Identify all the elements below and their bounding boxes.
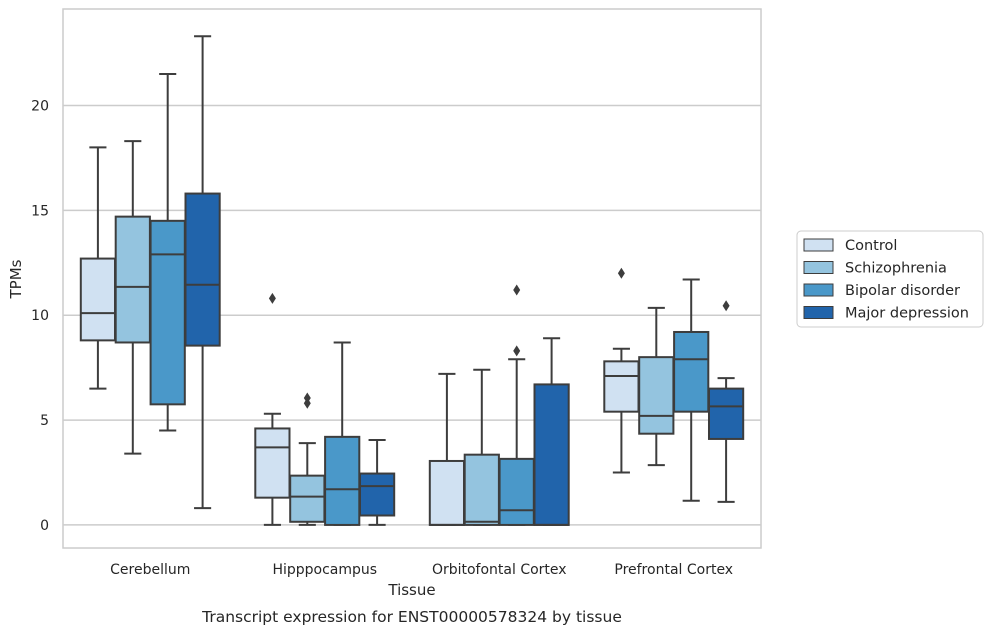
legend: Control Schizophrenia Bipolar disorder Majo… [796,230,984,328]
x-tick-label: Prefrontal Cortex [614,562,733,578]
box [324,341,361,526]
legend-label: Bipolar disorder [845,283,960,299]
box [254,292,291,526]
x-tick-labels: Cerebellum Hipppocampus Orbitofontal Corte… [110,562,733,578]
y-tick-label: 10 [31,308,49,324]
x-tick-label: Hipppocampus [272,562,377,578]
box-body [673,330,710,413]
box-body [79,257,117,342]
legend-swatch [803,261,834,274]
box [358,438,396,526]
legend-label: Schizophrenia [845,261,947,277]
box-body [114,215,151,344]
outlier-point [513,345,521,357]
box-body [324,435,361,526]
box [707,300,745,503]
x-axis-label: Tissue [387,581,435,599]
outlier-point [268,292,276,304]
chart-caption: Transcript expression for ENST0000057832… [201,608,622,626]
y-tick-label: 0 [40,518,49,534]
box-body [289,474,326,523]
legend-frame [796,230,984,328]
y-tick-label: 20 [31,98,49,114]
x-tick-label: Cerebellum [110,562,190,578]
y-tick-labels: 0 5 10 15 20 [31,98,49,533]
box [463,368,500,526]
legend-swatch [803,306,834,319]
box-body [498,457,535,526]
box-body [184,192,221,347]
box [428,372,466,526]
box [149,73,186,432]
box [673,278,710,502]
box [79,146,117,390]
outlier-point [722,300,730,312]
box-body [149,219,186,406]
box-body [254,427,291,499]
y-axis-label: TPMs [7,259,25,299]
box-body [638,356,675,435]
box-body [707,387,745,440]
legend-swatch [803,283,834,297]
y-tick-label: 5 [40,413,49,429]
legend-swatch [803,238,834,252]
plot-frame [62,8,762,549]
outlier-point [303,392,311,404]
box [533,337,570,526]
box [114,140,151,455]
legend-label: Major depression [845,306,969,322]
box [603,267,640,474]
legend-label: Control [845,238,897,254]
box-series [79,35,745,526]
box [638,306,675,467]
box-body [603,360,640,413]
box-body [358,472,396,517]
outlier-point [513,284,521,296]
box-body [428,459,466,526]
box-body [533,383,570,526]
box-body [463,453,500,526]
y-tick-label: 15 [31,203,49,219]
x-tick-label: Orbitofontal Cortex [432,562,567,578]
box [289,392,326,526]
box [184,35,221,510]
box [498,284,535,526]
outlier-point [617,267,625,279]
